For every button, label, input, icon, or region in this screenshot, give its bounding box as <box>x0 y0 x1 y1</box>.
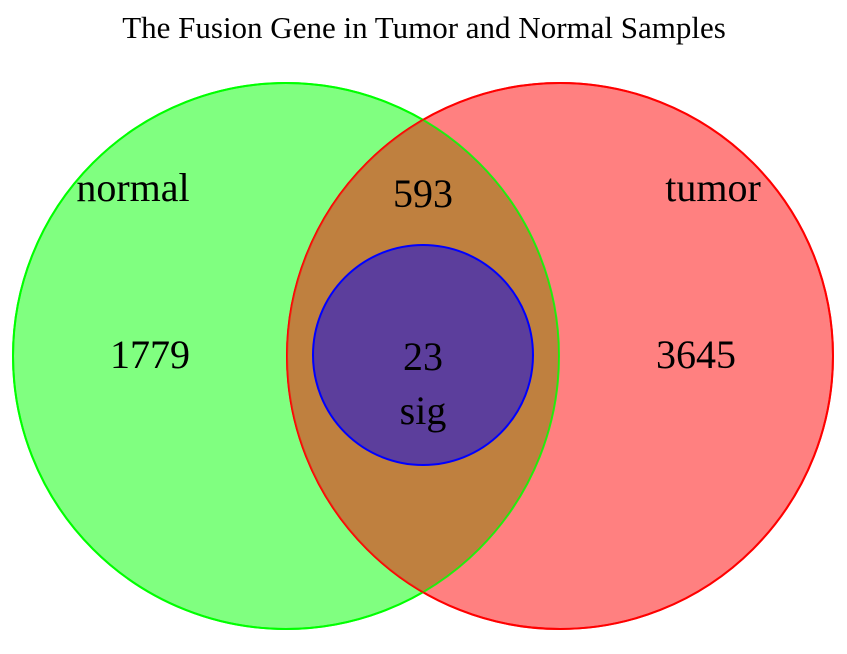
tumor-circle-outline <box>286 82 834 630</box>
normal-circle-outline <box>12 82 560 630</box>
sig-label: sig <box>400 388 447 433</box>
normal-label: normal <box>76 165 189 210</box>
sig-circle <box>312 244 534 466</box>
overlap-region <box>287 83 559 629</box>
sig-count: 23 <box>403 334 443 379</box>
tumor-only-count: 3645 <box>656 332 736 377</box>
diagram-title: The Fusion Gene in Tumor and Normal Samp… <box>122 10 726 45</box>
normal-only-count: 1779 <box>110 332 190 377</box>
normal-and-tumor-count: 593 <box>393 171 453 216</box>
tumor-label: tumor <box>665 165 761 210</box>
